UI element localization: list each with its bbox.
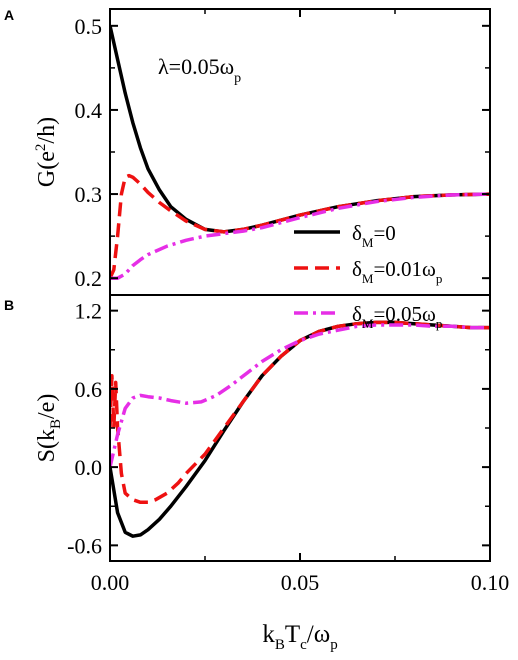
panel-a-letter: A (4, 7, 14, 23)
lambda-annotation: λ=0.05ωp (158, 54, 241, 86)
panel-b-ytick-label: 0.6 (75, 377, 103, 402)
panel-b-ytick-label: 0.0 (75, 455, 103, 480)
panel-a-frame (109, 8, 491, 296)
x-axis: 0.00 0.05 0.10 (91, 9, 510, 595)
x-tick-label: 0.05 (281, 570, 320, 595)
panel-b-ytick-label: -0.6 (67, 533, 102, 558)
legend-label-delta001: δM=0.01ωp (352, 257, 442, 286)
panel-a-ylabel: G(e2/h) (33, 117, 60, 187)
panel-b-ytick-label: 1.2 (75, 299, 103, 324)
panel-b-letter: B (4, 297, 14, 313)
panel-a-series-1 (110, 173, 490, 279)
panel-a: 0.2 0.3 0.4 0.5 (75, 8, 491, 296)
panel-a-ytick-label: 0.3 (75, 182, 103, 207)
panel-b-series-1 (110, 320, 490, 505)
legend-label-delta0: δM=0 (352, 221, 396, 250)
panel-a-series-2 (110, 192, 490, 280)
panel-a-ytick-label: 0.2 (75, 266, 103, 291)
panel-b-series-0 (110, 320, 490, 538)
panel-a-ytick-label: 0.4 (75, 98, 103, 123)
panel-a-ytick-label: 0.5 (75, 14, 103, 39)
panel-b: -0.6 0.0 0.6 1.2 (67, 294, 491, 562)
panel-b-series-2 (110, 323, 490, 468)
panel-b-ylabel: S(kB/e) (34, 394, 64, 463)
x-tick-label: 0.10 (471, 570, 510, 595)
panel-b-frame (109, 294, 491, 562)
legend-label-delta005: δM=0.05ωp (352, 302, 442, 331)
x-axis-label: kBTc/ωp (262, 621, 337, 653)
legend: δM=0 δM=0.01ωp δM=0.05ωp (294, 221, 442, 331)
x-tick-label: 0.00 (91, 570, 130, 595)
